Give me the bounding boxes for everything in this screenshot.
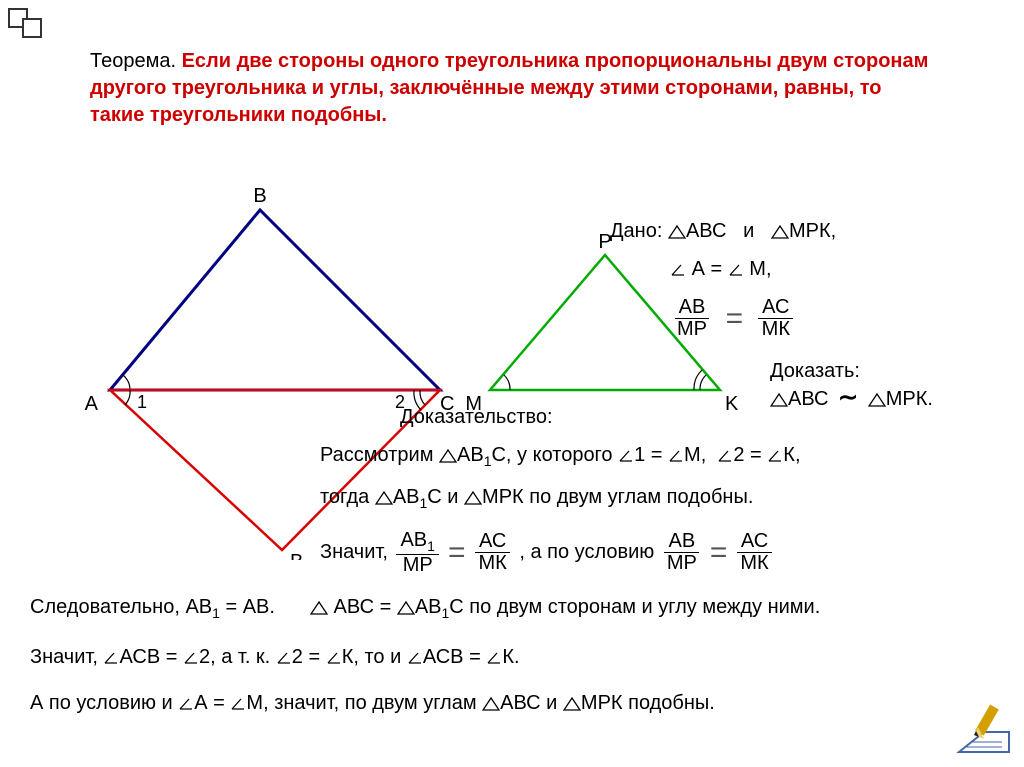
label-b1: B1 [290, 551, 311, 560]
label-a: A [85, 393, 99, 415]
frac-ac-mk2: АСМК [474, 531, 510, 574]
angle-icon [326, 651, 342, 665]
angle-icon [230, 697, 246, 711]
frac-ac-mk3: АСМК [736, 531, 772, 574]
proof-line4b: АВС = АВ1С по двум сторонам и углу между… [310, 596, 820, 621]
eq-icon: = [710, 536, 728, 570]
angle-icon [407, 651, 423, 665]
pencil-icon [954, 697, 1014, 757]
given-angm: М, [749, 258, 771, 280]
prove-line: АВС ∼ МРК. [770, 383, 933, 412]
angle-icon [276, 651, 292, 665]
prove-mpk: МРК. [886, 388, 933, 410]
frac-ab-mp: АВМР [673, 297, 711, 340]
proof-line5: Значит, АСВ = 2, а т. к. 2 = К, то и АСВ… [30, 646, 520, 669]
eq-icon: = [726, 302, 744, 335]
proof-line1: Рассмотрим АВ1С, у которого 1 = М, 2 = К… [320, 444, 801, 469]
angle-icon [486, 651, 502, 665]
triangle-abc [110, 210, 440, 390]
triangle-icon [668, 225, 686, 239]
label-1: 1 [137, 392, 147, 412]
frac-ab-mp2: АВМР [663, 531, 701, 574]
triangle-icon [770, 393, 788, 407]
proof-line3: Значит, АВ1МР = АСМК , а по условию АВМР… [320, 530, 776, 576]
given-and: и [743, 220, 754, 242]
theorem-body: Если две стороны одного треугольника про… [90, 50, 928, 126]
given-eq: = [710, 258, 722, 280]
angle-icon [728, 263, 744, 277]
proof-line2: тогда АВ1С и МРК по двум углам подобны. [320, 486, 753, 511]
angle-icon [103, 651, 119, 665]
proof-line6: А по условию и А = М, значит, по двум уг… [30, 692, 715, 715]
given-abc: АВС [686, 220, 726, 242]
given-block: Дано: АВС и МРК, А = М, АВМР = АСМК [610, 215, 836, 343]
theorem-label: Теорема. [90, 50, 182, 72]
proof-title: Доказательство: [400, 406, 553, 429]
angle-arc-1 [125, 390, 130, 405]
frac-ab1-mp: АВ1МР [396, 530, 438, 576]
prove-title: Доказать: [770, 360, 933, 383]
triangle-icon [563, 697, 581, 711]
angle-icon [668, 449, 684, 463]
given-line2: А = М, [670, 253, 836, 285]
angle-icon [767, 449, 783, 463]
triangle-icon [439, 449, 457, 463]
angle-arc-m [504, 375, 510, 390]
given-title: Дано: [610, 220, 662, 242]
given-line1: Дано: АВС и МРК, [610, 215, 836, 247]
angle-arc-a [123, 375, 130, 390]
prove-block: Доказать: АВС ∼ МРК. [770, 360, 933, 412]
triangle-icon [771, 225, 789, 239]
angle-icon [618, 449, 634, 463]
angle-icon [670, 263, 686, 277]
angle-arc-k2 [694, 370, 702, 390]
similar-icon: ∼ [838, 384, 858, 411]
triangle-icon [375, 491, 393, 505]
proof-line4a: Следовательно, АВ1 = АВ. [30, 596, 275, 621]
label-k: K [725, 393, 739, 415]
theorem-text: Теорема. Если две стороны одного треугол… [90, 48, 930, 129]
angle-icon [183, 651, 199, 665]
triangle-icon [397, 601, 415, 615]
angle-icon [178, 697, 194, 711]
triangle-icon [310, 601, 328, 615]
triangle-icon [868, 393, 886, 407]
triangle-ab1c [110, 390, 440, 550]
angle-arc-k1 [700, 375, 706, 390]
angle-icon [717, 449, 733, 463]
prove-abc: АВС [788, 388, 828, 410]
given-mpk: МРК, [789, 220, 836, 242]
given-anga: А [692, 258, 705, 280]
given-line3: АВМР = АСМК [670, 295, 836, 343]
triangle-icon [482, 697, 500, 711]
label-b: B [253, 185, 266, 207]
triangle-icon [464, 491, 482, 505]
angle-arc-2a [420, 390, 425, 405]
eq-icon: = [448, 536, 466, 570]
frac-ac-mk: АСМК [758, 297, 794, 340]
